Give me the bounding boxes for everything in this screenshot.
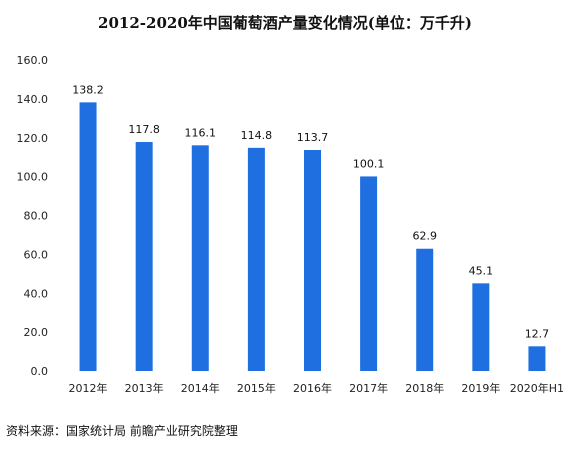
data-label: 114.8 [241, 129, 273, 142]
y-tick-label: 60.0 [24, 248, 49, 261]
data-label: 116.1 [185, 126, 217, 139]
x-tick-label: 2018年 [405, 381, 444, 395]
x-tick-label: 2016年 [293, 381, 332, 395]
bar [191, 145, 209, 371]
bar [360, 176, 378, 371]
y-tick-label: 20.0 [24, 326, 49, 339]
y-tick-label: 80.0 [24, 210, 49, 223]
value-labels: 138.2 117.8 116.1 114.8 113.7 100.1 62.9 45.1 12… [72, 83, 549, 340]
x-axis-ticks: 2012年 2013年 2014年 2015年 2016年 2017年 2018年 2019年… [69, 381, 565, 395]
x-tick-label: 2015年 [237, 381, 276, 395]
x-tick-label: 2017年 [349, 381, 388, 395]
x-tick-label: 2019年 [461, 381, 500, 395]
data-label: 113.7 [297, 131, 329, 144]
data-label: 117.8 [128, 123, 160, 136]
bar [247, 147, 265, 371]
bars [79, 102, 546, 371]
y-tick-label: 100.0 [17, 171, 49, 184]
data-label: 12.7 [525, 327, 550, 340]
x-tick-label: 2014年 [181, 381, 220, 395]
bar [416, 248, 434, 371]
x-tick-label: 2020年H1 [510, 381, 564, 395]
bar [135, 142, 153, 371]
x-tick-label: 2012年 [69, 381, 108, 395]
y-tick-label: 160.0 [17, 54, 49, 67]
bar [79, 102, 97, 371]
data-label: 138.2 [72, 83, 104, 96]
y-axis-ticks: 0.0 20.0 40.0 60.0 80.0 100.0 120.0 140.0 160.0 [17, 54, 49, 378]
source-note: 资料来源：国家统计局 前瞻产业研究院整理 [6, 424, 238, 438]
bar [472, 283, 490, 371]
chart-title: 2012-2020年中国葡萄酒产量变化情况(单位：万千升) [98, 14, 472, 32]
data-label: 45.1 [469, 264, 494, 277]
data-label: 100.1 [353, 157, 385, 170]
bar [304, 149, 321, 371]
y-tick-label: 40.0 [24, 287, 49, 300]
y-tick-label: 140.0 [17, 93, 49, 106]
bar [528, 346, 546, 371]
y-tick-label: 120.0 [17, 132, 49, 145]
data-label: 62.9 [412, 230, 437, 243]
x-tick-label: 2013年 [125, 381, 164, 395]
y-tick-label: 0.0 [31, 365, 49, 378]
